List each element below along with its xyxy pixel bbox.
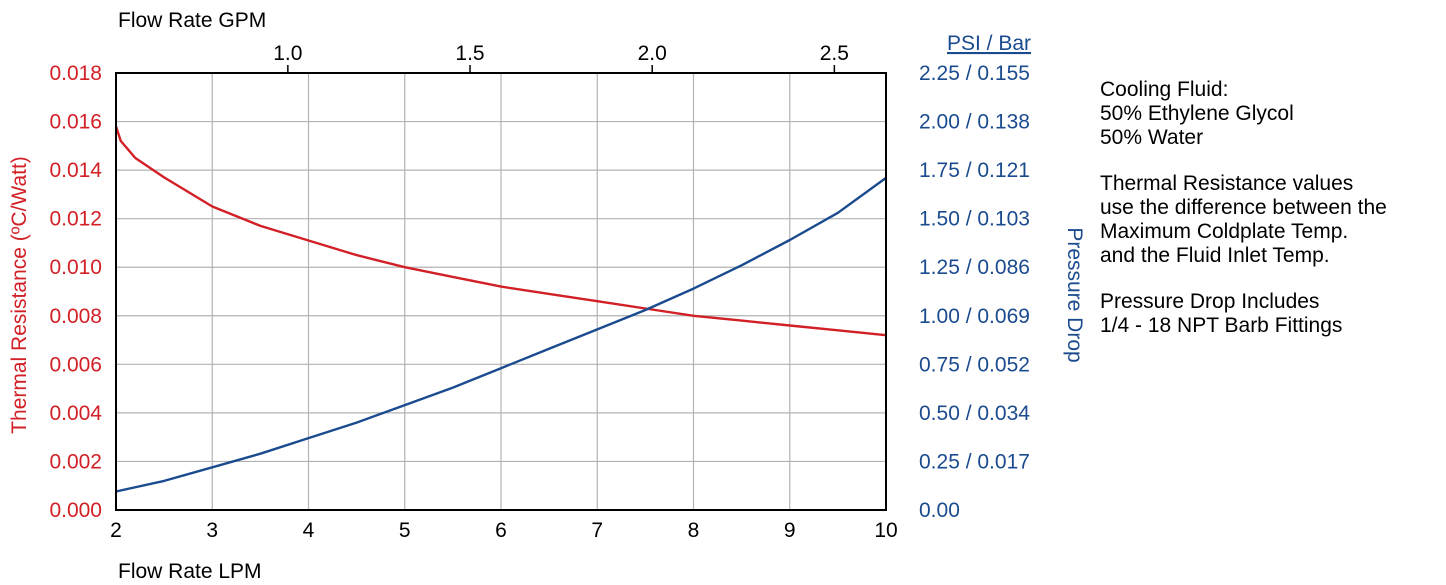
y-left-tick-label: 0.012: [49, 208, 102, 231]
y-right-tick-label: 1.25 / 0.086: [919, 256, 1030, 279]
x-bottom-tick-label: 2: [110, 519, 122, 542]
y-left-ticks: 0.000 0.002 0.004 0.006 0.008 0.010 0.012 0.014…: [49, 62, 102, 522]
x-bottom-tick-label: 9: [784, 519, 796, 542]
y-left-tick-label: 0.010: [49, 256, 102, 279]
x-bottom-tick-label: 8: [688, 519, 700, 542]
x-bottom-tick-label: 5: [399, 519, 411, 542]
y-right-ticks: 0.00 0.25 / 0.017 0.50 / 0.034 0.75 / 0.052…: [919, 62, 1030, 522]
grid: [115, 72, 887, 511]
x-bottom-ticks: 2 3 4 5 6 7 8 9 10: [110, 519, 898, 542]
x-bottom-tick-label: 10: [874, 519, 897, 542]
y-right-tick-label: 1.75 / 0.121: [919, 159, 1030, 182]
x-top-tick-label: 2.0: [638, 42, 667, 65]
x-bottom-tick-label: 6: [495, 519, 507, 542]
y-right-tick-label: 1.00 / 0.069: [919, 305, 1030, 328]
note-line: and the Fluid Inlet Temp.: [1100, 244, 1330, 267]
x-bottom-tick-label: 7: [591, 519, 603, 542]
thermal-resistance-line: [114, 126, 887, 337]
note-line: Maximum Coldplate Temp.: [1100, 220, 1349, 243]
thermal-note: Thermal Resistance values use the differ…: [1100, 172, 1440, 268]
note-line: 1/4 - 18 NPT Barb Fittings: [1100, 314, 1343, 337]
y-right-tick-label: 0.75 / 0.052: [919, 353, 1030, 376]
y-right-tick-label: 0.50 / 0.034: [919, 402, 1030, 425]
note-line: 50% Water: [1100, 126, 1204, 149]
y-left-tick-label: 0.000: [49, 499, 102, 522]
x-top-ticks: 1.0 1.5 2.0 2.5: [273, 42, 849, 73]
y-left-tick-label: 0.016: [49, 111, 102, 134]
x-top-tick-label: 2.5: [820, 42, 849, 65]
x-bottom-axis-title: Flow Rate LPM: [118, 560, 262, 583]
y-right-tick-label: 2.00 / 0.138: [919, 111, 1030, 134]
note-line: 50% Ethylene Glycol: [1100, 102, 1294, 125]
plot-frame: [115, 72, 887, 511]
y-right-axis-title: Pressure Drop: [1063, 227, 1086, 362]
y-right-unit-header: PSI / Bar: [947, 32, 1031, 55]
x-bottom-tick-label: 4: [303, 519, 315, 542]
fluid-note: Cooling Fluid: 50% Ethylene Glycol 50% W…: [1100, 78, 1440, 150]
y-left-tick-label: 0.014: [49, 159, 102, 182]
pressure-note: Pressure Drop Includes 1/4 - 18 NPT Barb…: [1100, 290, 1440, 338]
y-right-tick-label: 2.25 / 0.155: [919, 62, 1030, 85]
x-top-tick-label: 1.0: [273, 42, 302, 65]
note-line: Pressure Drop Includes: [1100, 290, 1320, 313]
y-left-tick-label: 0.008: [49, 305, 102, 328]
y-right-tick-label: 0.25 / 0.017: [919, 450, 1030, 473]
pressure-drop-line: [115, 176, 887, 493]
x-bottom-tick-label: 3: [206, 519, 218, 542]
y-left-axis-title: Thermal Resistance (ºC/Watt): [8, 156, 31, 434]
notes-panel: Cooling Fluid: 50% Ethylene Glycol 50% W…: [1100, 78, 1440, 360]
y-left-tick-label: 0.002: [49, 450, 102, 473]
y-right-tick-label: 0.00: [919, 499, 960, 522]
note-line: Cooling Fluid:: [1100, 78, 1229, 101]
y-left-tick-label: 0.004: [49, 402, 102, 425]
y-right-tick-label: 1.50 / 0.103: [919, 208, 1030, 231]
note-line: use the difference between the: [1100, 196, 1387, 219]
y-left-tick-label: 0.006: [49, 353, 102, 376]
x-top-axis-title: Flow Rate GPM: [118, 9, 266, 32]
series-layer: [114, 126, 887, 493]
x-top-tick-label: 1.5: [455, 42, 484, 65]
note-line: Thermal Resistance values: [1100, 172, 1354, 195]
y-left-tick-label: 0.018: [49, 62, 102, 85]
